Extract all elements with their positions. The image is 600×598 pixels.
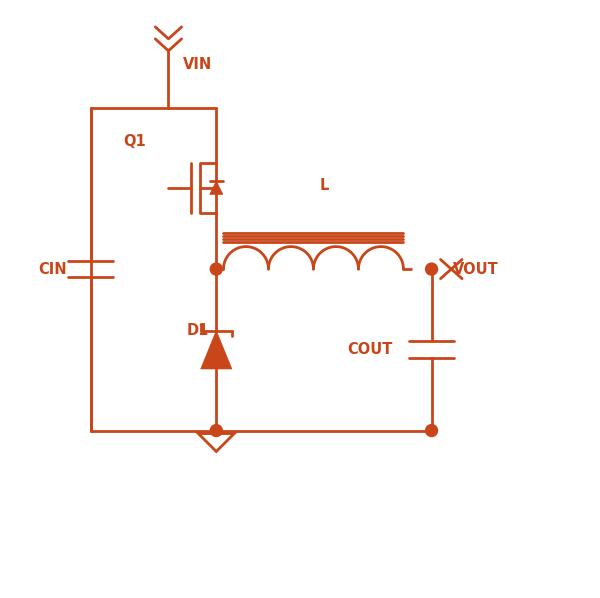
Circle shape — [425, 425, 437, 437]
Circle shape — [211, 263, 222, 275]
Text: VIN: VIN — [184, 57, 212, 72]
Text: VOUT: VOUT — [452, 261, 498, 277]
Text: CIN: CIN — [38, 261, 67, 277]
Text: D1: D1 — [187, 323, 209, 338]
Polygon shape — [199, 434, 234, 451]
Circle shape — [425, 263, 437, 275]
Polygon shape — [210, 181, 223, 194]
Text: L: L — [319, 178, 329, 193]
Circle shape — [211, 425, 222, 437]
Text: Q1: Q1 — [124, 135, 146, 150]
Polygon shape — [201, 331, 232, 369]
Text: COUT: COUT — [347, 342, 392, 358]
